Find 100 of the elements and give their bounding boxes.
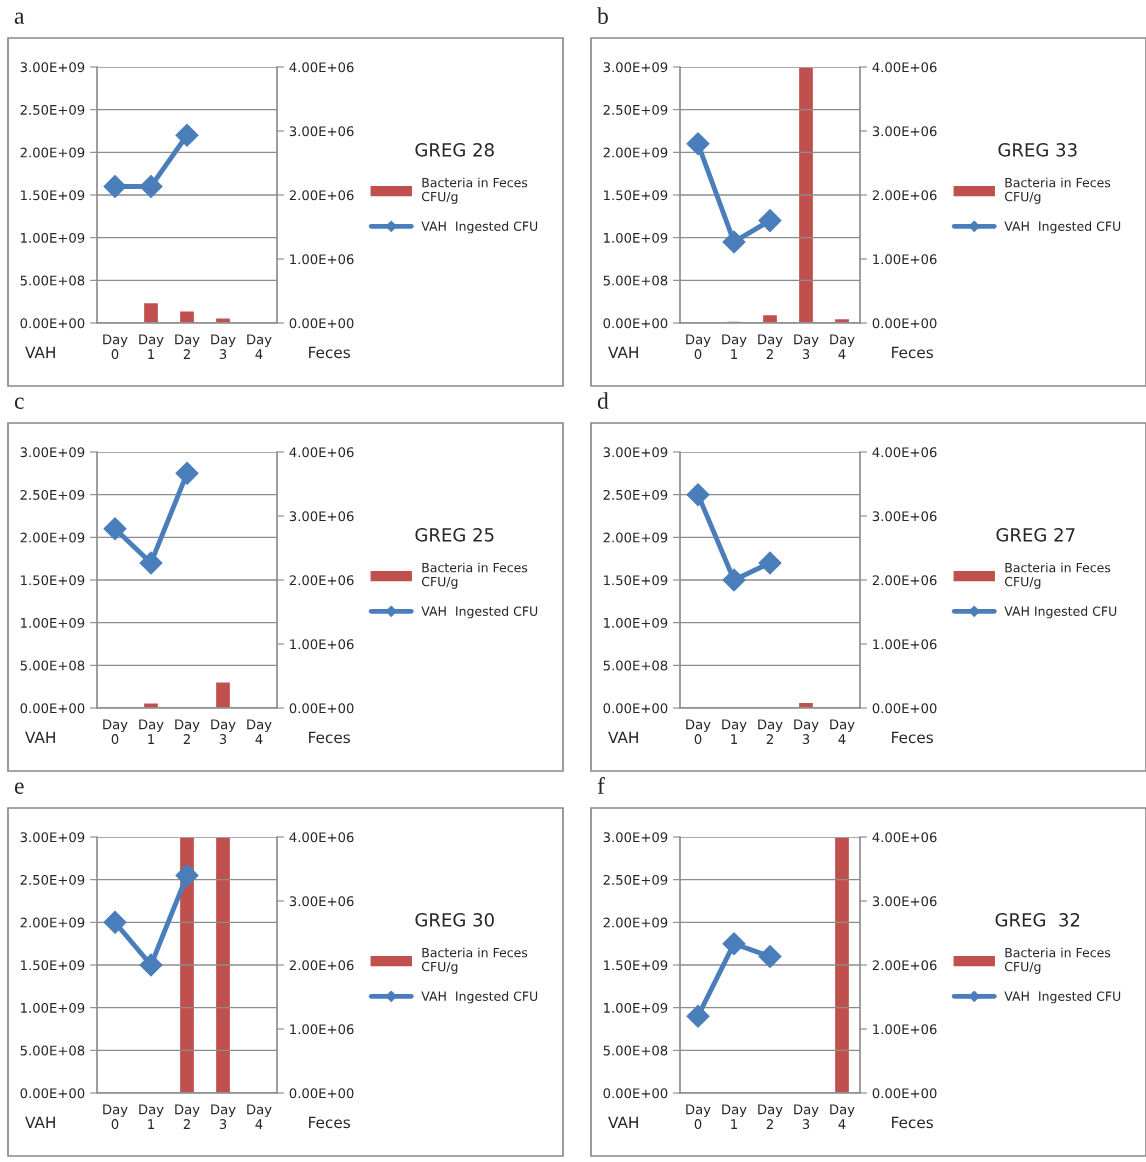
chart-title: e [14,782,24,794]
y2-axis-title: Feces [309,346,350,359]
x-tick-label: Day 2 [758,719,783,744]
y-axis-title: VAH [25,731,55,743]
y-tick-label: 2.00E+09 [20,917,85,928]
y-tick-label: 1.00E+09 [604,232,668,243]
y2-tick-label: 2.00E+06 [289,960,354,971]
legend-label: VAH Ingested CFU [421,221,538,234]
x-tick-label: Day 0 [686,719,711,745]
y2-tick-label: 4.00E+06 [289,832,354,843]
y2-axis-title: Feces [892,346,933,359]
y-tick-label: 1.50E+09 [604,575,668,586]
y-tick-label: 3.00E+09 [20,832,85,843]
y2-tick-label: 4.00E+06 [872,62,937,73]
y2-tick-label: 3.00E+06 [872,896,937,907]
y2-tick-label: 1.00E+06 [873,254,937,265]
y-tick-label: 1.50E+09 [21,190,85,201]
y-tick-label: 0.00E+00 [603,703,668,714]
y-axis-title: VAH [608,1116,638,1128]
y-tick-label: 2.50E+09 [20,104,85,115]
y-axis-title: VAH [608,346,638,358]
legend-title: GREG 28 [415,142,494,157]
y2-axis-title: Feces [309,1116,350,1129]
y2-tick-label: 4.00E+06 [872,447,937,458]
y-tick-label: 3.00E+09 [603,447,668,458]
x-tick-label: Day 2 [758,334,783,359]
y2-tick-label: 2.00E+06 [872,960,937,971]
y2-tick-label: 3.00E+06 [289,126,354,137]
y2-tick-label: 1.00E+06 [290,1024,354,1035]
y-tick-label: 2.00E+09 [603,147,668,158]
y-tick-label: 3.00E+09 [20,62,85,73]
y-tick-label: 0.00E+00 [20,318,85,329]
legend-label: Bacteria in Feces CFU/g [421,177,528,204]
chart-title: f [597,777,605,794]
legend-label: VAH Ingested CFU [1004,606,1117,619]
y-tick-label: 1.00E+09 [604,1002,668,1013]
x-tick-label: Day 0 [686,1104,711,1130]
legend-label: Bacteria in Feces CFU/g [1004,177,1111,204]
y-tick-label: 2.00E+09 [20,147,85,158]
x-tick-label: Day 4 [830,1104,855,1129]
y2-tick-label: 3.00E+06 [289,896,354,907]
y2-tick-label: 2.00E+06 [872,190,937,201]
x-tick-label: Day 0 [103,334,128,360]
y-tick-label: 1.00E+09 [21,232,85,243]
legend-label: VAH Ingested CFU [421,606,538,619]
y-tick-label: 5.00E+08 [20,275,85,286]
x-tick-label: Day 4 [247,719,272,744]
y-axis-title: VAH [25,1116,55,1128]
y-tick-label: 1.00E+09 [21,1002,85,1013]
y2-tick-label: 3.00E+06 [872,126,937,137]
legend-label: VAH Ingested CFU [1004,221,1121,234]
y-tick-label: 0.00E+00 [603,1088,668,1099]
y-tick-label: 1.50E+09 [604,960,668,971]
x-tick-label: Day 4 [247,1104,272,1129]
x-tick-label: Day 1 [139,719,164,744]
y-tick-label: 5.00E+08 [603,660,668,671]
y2-tick-label: 3.00E+06 [289,511,354,522]
x-tick-label: Day 4 [247,334,272,359]
y2-tick-label: 0.00E+00 [289,703,354,714]
y-tick-label: 1.00E+09 [21,617,85,628]
y-tick-label: 3.00E+09 [20,447,85,458]
x-tick-label: Day 3 [794,719,819,745]
y-tick-label: 3.00E+09 [603,832,668,843]
x-tick-label: Day 2 [175,334,200,359]
legend-label: VAH Ingested CFU [1004,991,1121,1004]
x-tick-label: Day 3 [794,334,819,360]
x-tick-label: Day 0 [103,1104,128,1130]
y-tick-label: 1.50E+09 [604,190,668,201]
x-tick-label: Day 2 [758,1104,783,1129]
x-tick-label: Day 3 [794,1104,819,1130]
y2-tick-label: 4.00E+06 [872,832,937,843]
y2-tick-label: 1.00E+06 [290,639,354,650]
y2-axis-title: Feces [892,731,933,744]
x-tick-label: Day 4 [830,719,855,744]
y2-tick-label: 1.00E+06 [290,254,354,265]
chart-title: d [597,392,609,409]
y-tick-label: 0.00E+00 [20,703,85,714]
y-tick-label: 5.00E+08 [603,275,668,286]
y2-tick-label: 3.00E+06 [872,511,937,522]
y2-tick-label: 0.00E+00 [872,318,937,329]
x-tick-label: Day 3 [211,719,236,745]
y2-tick-label: 4.00E+06 [289,62,354,73]
x-tick-label: Day 4 [830,334,855,359]
legend-title: GREG 32 [995,912,1080,927]
y2-tick-label: 2.00E+06 [872,575,937,586]
x-tick-label: Day 0 [686,334,711,360]
y-tick-label: 1.50E+09 [21,575,85,586]
x-tick-label: Day 1 [139,1104,164,1129]
x-tick-label: Day 1 [722,719,747,744]
x-tick-label: Day 1 [722,334,747,359]
x-tick-label: Day 2 [175,719,200,744]
y-tick-label: 5.00E+08 [20,660,85,671]
y2-axis-title: Feces [892,1116,933,1129]
chart-title: b [597,7,608,24]
legend-label: Bacteria in Feces CFU/g [1004,562,1111,589]
y2-axis-title: Feces [309,731,350,744]
y-tick-label: 2.00E+09 [603,917,668,928]
legend-label: VAH Ingested CFU [421,991,538,1004]
chart-title: a [14,12,25,24]
y-tick-label: 2.50E+09 [603,104,668,115]
